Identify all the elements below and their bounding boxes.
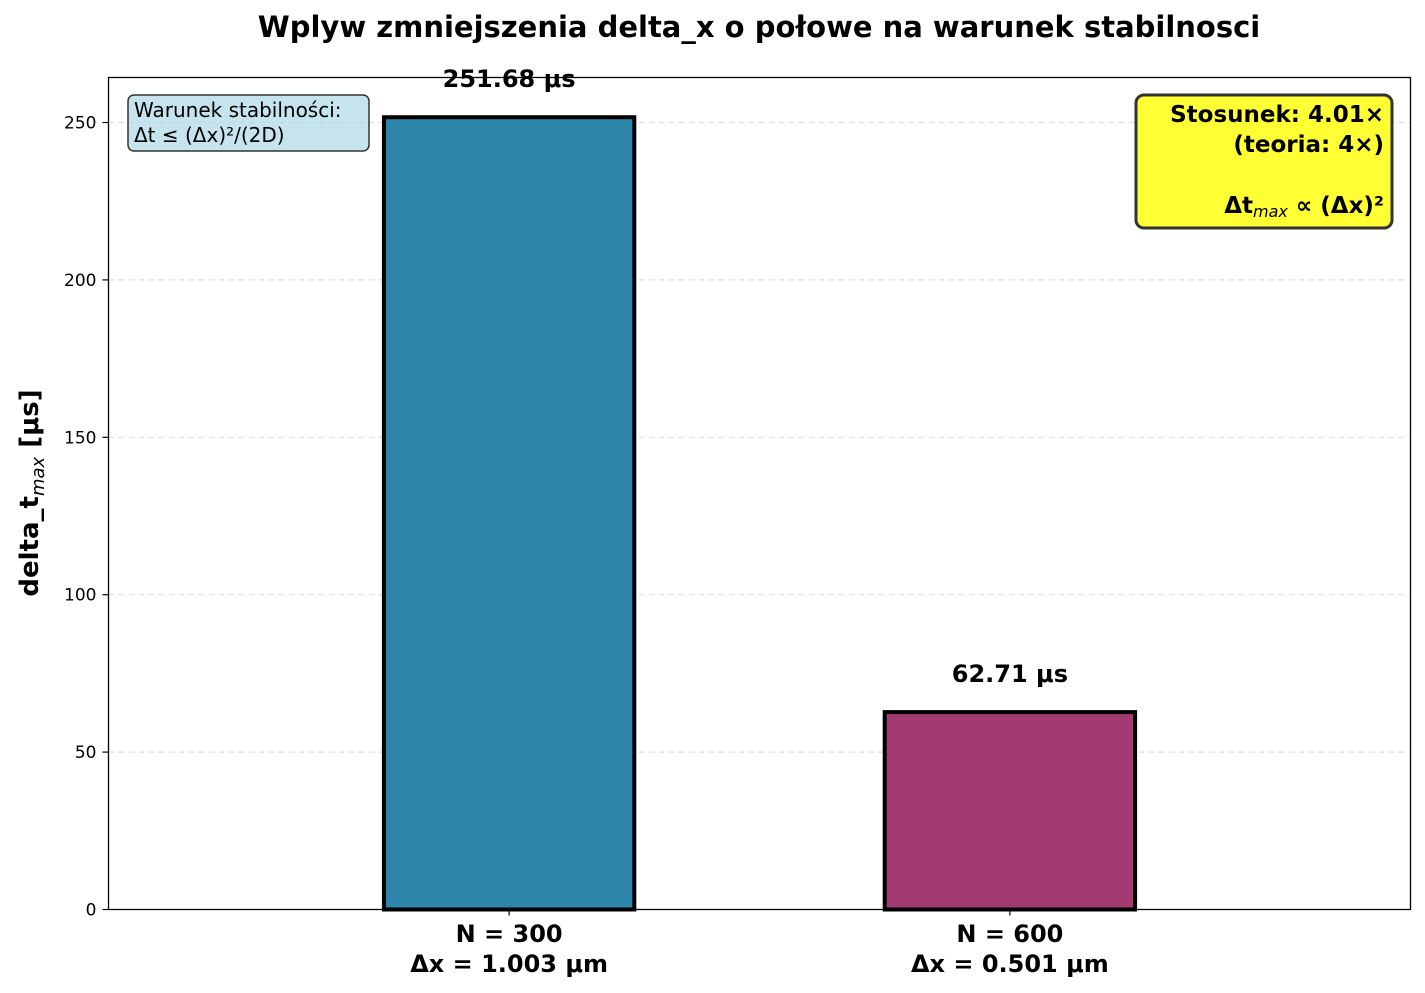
x-tick-label-line2: Δx = 1.003 μm (410, 950, 608, 978)
y-tick-label: 0 (86, 901, 97, 921)
bar (882, 710, 1138, 912)
ratio-line2: (teoria: 4×) (1233, 132, 1384, 158)
stability-note-line2: Δt ≤ (Δx)²/(2D) (134, 123, 285, 147)
x-tick-label-line1: N = 300 (456, 920, 563, 948)
value-label: 62.71 μs (952, 660, 1068, 688)
plot-frame (107, 76, 1412, 911)
ratio-line3-subscript: max (1253, 202, 1288, 221)
value-labels: 251.68 μs 62.71 μs (443, 65, 1068, 688)
y-tick-label: 50 (75, 743, 97, 763)
x-tick-label-line2: Δx = 0.501 μm (911, 950, 1109, 978)
ratio-line3: Δtmax ∝ (Δx)² (1224, 193, 1384, 221)
y-axis-ticks: 0 50 100 150 200 250 (64, 114, 109, 921)
y-axis-label-unit: [μs] (15, 389, 45, 456)
y-axis-label-main: delta_t (15, 496, 45, 597)
y-axis-label: delta_tmax [μs] (15, 389, 49, 596)
bar (381, 115, 637, 912)
y-tick-label: 100 (64, 586, 96, 606)
ratio-box-frame (1134, 93, 1394, 230)
ratio-box: Stosunek: 4.01× (teoria: 4×) Δtmax ∝ (Δx… (1134, 93, 1394, 230)
y-tick-label: 250 (64, 114, 96, 134)
stability-note-line1: Warunek stabilności: (134, 98, 342, 122)
ratio-line1: Stosunek: 4.01× (1170, 102, 1384, 128)
bars (381, 115, 1138, 912)
ratio-line3-main: Δt (1224, 193, 1253, 219)
x-tick-label-line1: N = 600 (956, 920, 1063, 948)
ratio-line3-rest: ∝ (Δx)² (1288, 193, 1384, 219)
y-axis-label-subscript: max (28, 456, 49, 496)
y-tick-label: 200 (64, 271, 96, 291)
chart-title: Wplyw zmniejszenia delta_x o połowe na w… (258, 10, 1260, 44)
y-tick-label: 150 (64, 428, 96, 448)
stability-note-box (127, 94, 370, 152)
value-label: 251.68 μs (443, 65, 576, 93)
stability-note: Warunek stabilności: Δt ≤ (Δx)²/(2D) (127, 94, 370, 152)
